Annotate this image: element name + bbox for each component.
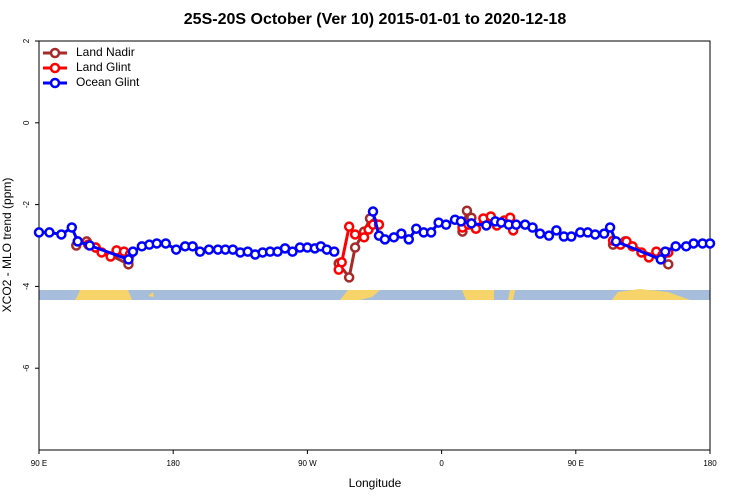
point: [534, 228, 546, 239]
point: [455, 216, 467, 227]
y-tick-label: -4: [22, 282, 31, 290]
point: [336, 257, 347, 268]
point: [655, 254, 667, 265]
point: [510, 219, 522, 230]
y-tick-label: -6: [22, 364, 31, 372]
x-tick-label: 90 E: [568, 459, 584, 468]
ocean: [39, 290, 710, 300]
point: [56, 229, 67, 240]
point: [660, 246, 671, 257]
point: [425, 227, 437, 238]
point: [551, 225, 562, 236]
y-tick-label: 2: [22, 38, 31, 43]
point: [343, 272, 355, 283]
legend-label: Land Nadir: [76, 45, 135, 59]
point: [379, 234, 391, 245]
point: [187, 241, 198, 252]
x-tick-label: 0: [439, 459, 444, 468]
y-axis-label: XCO2 - MLO trend (ppm): [0, 178, 14, 313]
point: [358, 232, 370, 243]
y-tick-label: 0: [22, 120, 31, 125]
point: [543, 230, 555, 241]
legend-marker: [49, 77, 61, 89]
map-strip: [39, 289, 710, 300]
y-tick-label: -2: [22, 200, 31, 208]
land: [462, 290, 494, 300]
point: [328, 246, 340, 257]
point: [481, 220, 492, 231]
point: [44, 227, 55, 238]
point: [604, 222, 616, 233]
land: [148, 292, 154, 297]
point: [123, 254, 134, 265]
point: [72, 236, 84, 247]
point: [670, 241, 681, 252]
x-tick-label: 90 E: [31, 459, 47, 468]
point: [33, 227, 45, 238]
point: [589, 229, 601, 240]
land: [508, 290, 515, 300]
land: [612, 289, 690, 300]
legend-label: Ocean Glint: [76, 75, 140, 89]
legend-marker: [49, 47, 61, 59]
point: [704, 238, 716, 249]
point: [367, 206, 379, 217]
chart-title: 25S-20S October (Ver 10) 2015-01-01 to 2…: [184, 11, 567, 28]
point: [287, 246, 298, 257]
point: [461, 205, 473, 216]
point: [662, 259, 674, 270]
x-tick-label: 180: [703, 459, 717, 468]
x-axis-label: Longitude: [349, 476, 402, 490]
point: [194, 246, 206, 257]
point: [688, 238, 699, 249]
point: [170, 244, 182, 255]
point: [66, 222, 78, 233]
point: [127, 246, 139, 257]
point: [610, 236, 622, 247]
point: [84, 240, 95, 251]
point: [466, 218, 477, 229]
point: [349, 242, 361, 253]
point: [203, 244, 215, 255]
point: [598, 228, 610, 239]
x-tick-label: 180: [167, 459, 181, 468]
point: [403, 234, 415, 245]
point: [440, 219, 452, 230]
point: [151, 238, 163, 249]
point: [343, 221, 355, 232]
legend-label: Land Glint: [76, 60, 131, 74]
land: [75, 290, 132, 300]
point: [527, 222, 538, 233]
x-tick-label: 90 W: [298, 459, 317, 468]
point: [160, 238, 171, 249]
point: [566, 231, 577, 242]
land: [340, 290, 380, 300]
point: [349, 229, 361, 240]
point: [396, 228, 407, 239]
legend-marker: [49, 62, 61, 74]
